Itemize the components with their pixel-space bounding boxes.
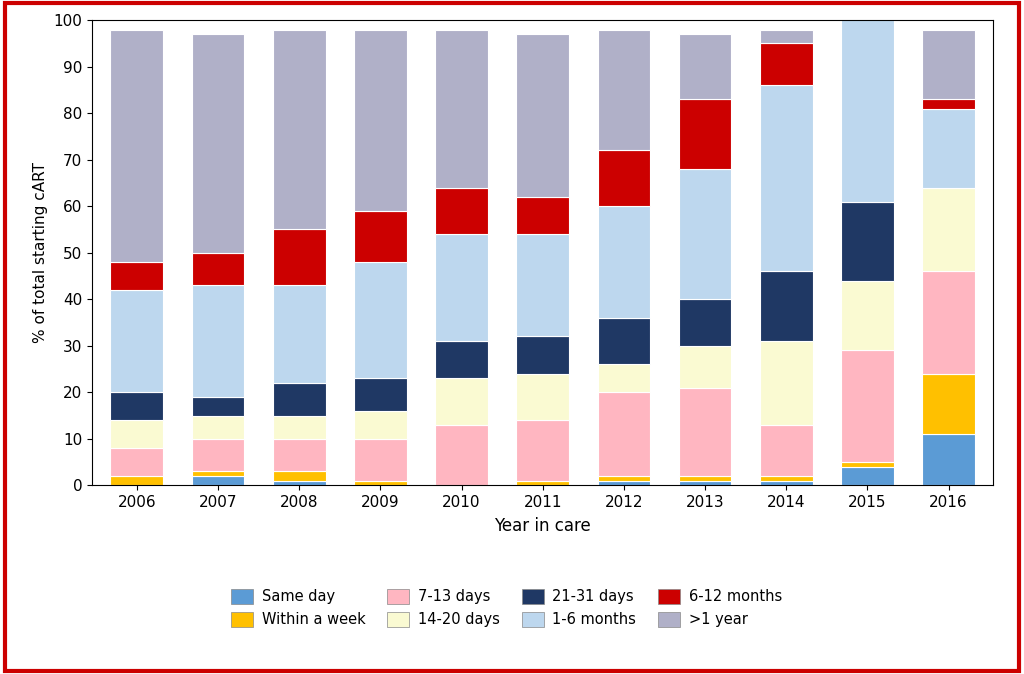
Bar [760,476,813,481]
Bar [354,439,407,481]
Bar [435,425,487,485]
Bar [598,318,650,365]
Bar [272,383,326,415]
Bar [272,415,326,439]
Bar [191,415,245,439]
Bar [516,420,569,481]
Bar [272,439,326,471]
Bar [760,272,813,341]
Bar [923,187,975,272]
Bar [111,448,163,476]
Bar [598,476,650,481]
Bar [191,285,245,397]
Legend: Same day, Within a week, 7-13 days, 14-20 days, 21-31 days, 1-6 months, 6-12 mon: Same day, Within a week, 7-13 days, 14-2… [225,583,787,633]
Bar [760,43,813,86]
Bar [841,1,894,202]
Bar [760,425,813,476]
Bar [598,206,650,318]
Bar [923,373,975,434]
Bar [516,373,569,420]
Bar [272,481,326,485]
Bar [923,99,975,109]
Bar [111,30,163,262]
Bar [679,346,731,388]
Bar [354,481,407,485]
Bar [598,481,650,485]
Bar [111,262,163,290]
Bar [516,34,569,197]
Bar [598,150,650,206]
Bar [841,466,894,485]
Bar [435,234,487,341]
Bar [923,30,975,99]
Bar [841,0,894,1]
Bar [435,378,487,425]
Bar [516,197,569,234]
X-axis label: Year in care: Year in care [495,517,591,535]
Bar [923,272,975,373]
Bar [111,476,163,485]
Bar [354,262,407,378]
Y-axis label: % of total starting cART: % of total starting cART [33,162,48,343]
Bar [598,30,650,150]
Bar [272,471,326,481]
Bar [516,336,569,373]
Bar [191,34,245,253]
Bar [272,285,326,383]
Bar [841,280,894,350]
Bar [760,341,813,425]
Bar [272,30,326,229]
Bar [191,439,245,471]
Bar [354,30,407,211]
Bar [679,476,731,481]
Bar [435,30,487,187]
Bar [679,169,731,299]
Bar [679,299,731,346]
Bar [191,397,245,415]
Bar [841,350,894,462]
Bar [923,434,975,485]
Bar [354,211,407,262]
Bar [111,420,163,448]
Bar [435,341,487,378]
Bar [191,253,245,285]
Bar [760,481,813,485]
Bar [111,392,163,420]
Bar [354,378,407,411]
Bar [679,481,731,485]
Bar [354,411,407,439]
Bar [679,388,731,476]
Bar [598,392,650,476]
Bar [923,109,975,187]
Bar [598,365,650,392]
Bar [111,290,163,392]
Bar [760,30,813,43]
Bar [679,34,731,99]
Bar [435,187,487,234]
Bar [516,481,569,485]
Bar [272,229,326,285]
Bar [191,476,245,485]
Bar [679,99,731,169]
Bar [516,234,569,336]
Bar [841,462,894,466]
Bar [841,202,894,280]
Bar [760,86,813,272]
Bar [191,471,245,476]
